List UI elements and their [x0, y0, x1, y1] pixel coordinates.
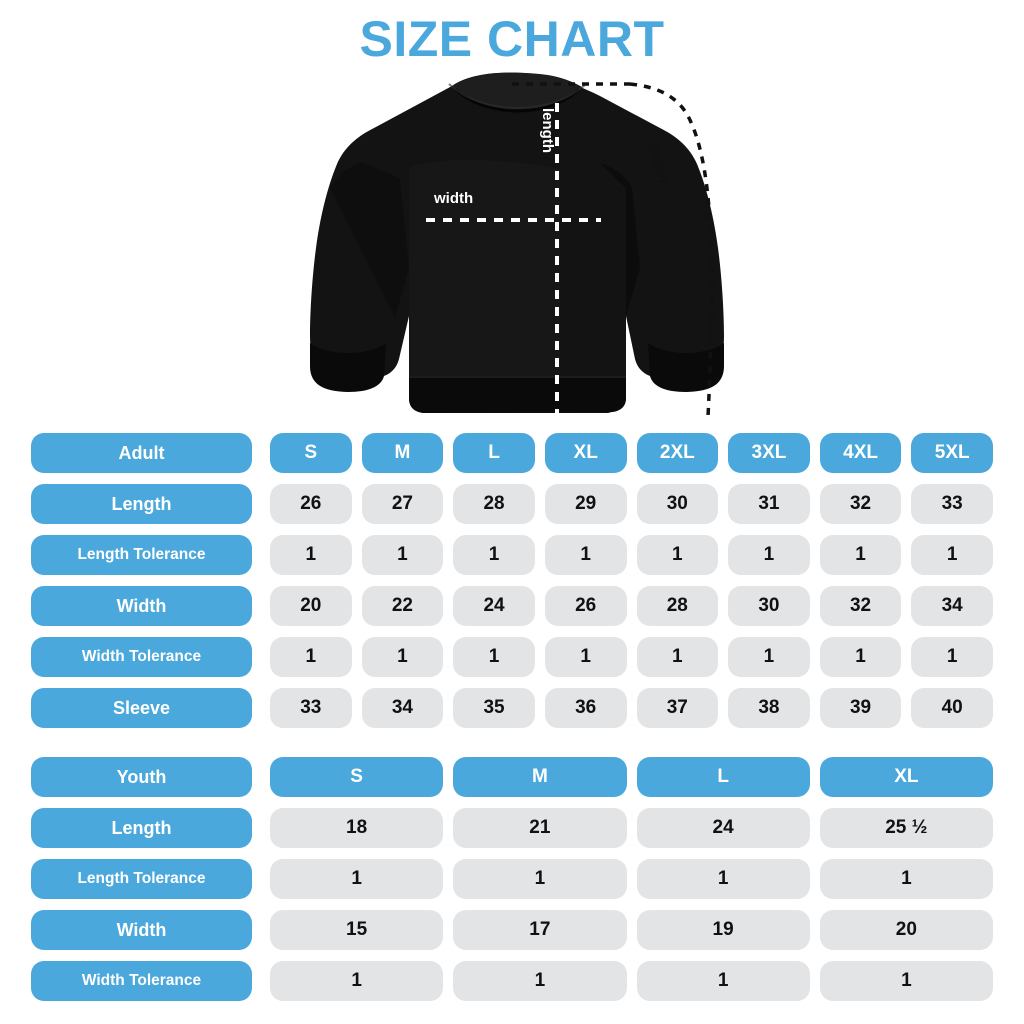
- row-label: Width: [31, 910, 252, 950]
- table-cell: 19: [636, 910, 810, 950]
- adult-size-header: XL: [544, 433, 627, 473]
- sleeve-dashed-curve: [629, 82, 714, 417]
- length-label: length: [539, 108, 556, 153]
- table-cell: 30: [636, 484, 719, 524]
- table-cell: 1: [270, 859, 444, 899]
- table-cell: 26: [270, 484, 352, 524]
- table-cell: 15: [270, 910, 444, 950]
- youth-header-row: Youth S M L XL: [31, 757, 993, 797]
- table-cell: 18: [270, 808, 444, 848]
- table-cell: 39: [819, 688, 902, 728]
- row-label: Length Tolerance: [31, 535, 252, 575]
- table-cell: 1: [728, 637, 810, 677]
- garment-illustration: length width sleeve: [0, 68, 1024, 433]
- table-cell: 40: [911, 688, 993, 728]
- table-row: Width Tolerance 1 1 1 1: [31, 961, 993, 1001]
- table-cell: 1: [911, 535, 993, 575]
- table-cell: 34: [911, 586, 993, 626]
- table-cell: 1: [636, 961, 810, 1001]
- table-cell: 24: [453, 586, 535, 626]
- adult-size-header: S: [270, 433, 352, 473]
- table-cell: 17: [453, 910, 627, 950]
- table-cell: 35: [453, 688, 535, 728]
- table-row: Length 18 21 24 25 ½: [31, 808, 993, 848]
- table-cell: 22: [361, 586, 444, 626]
- table-row: Width 20 22 24 26 28 30 32 34: [31, 586, 993, 626]
- table-cell: 25 ½: [819, 808, 993, 848]
- table-cell: 1: [636, 637, 719, 677]
- table-cell: 1: [270, 961, 444, 1001]
- table-cell: 26: [544, 586, 627, 626]
- table-cell: 38: [728, 688, 810, 728]
- row-label: Width Tolerance: [31, 961, 252, 1001]
- table-cell: 1: [819, 961, 993, 1001]
- table-cell: 1: [819, 535, 902, 575]
- table-cell: 36: [544, 688, 627, 728]
- table-cell: 1: [270, 535, 352, 575]
- youth-size-header: S: [270, 757, 444, 797]
- table-cell: 28: [636, 586, 719, 626]
- table-cell: 1: [636, 859, 810, 899]
- table-spacer: [0, 739, 1024, 757]
- adult-size-table: Adult S M L XL 2XL 3XL 4XL 5XL Length 26…: [0, 433, 1024, 728]
- table-cell: 37: [636, 688, 719, 728]
- row-label: Width Tolerance: [31, 637, 252, 677]
- table-cell: 30: [728, 586, 810, 626]
- table-cell: 1: [361, 535, 444, 575]
- table-cell: 1: [544, 535, 627, 575]
- row-label: Sleeve: [31, 688, 252, 728]
- table-row: Length Tolerance 1 1 1 1: [31, 859, 993, 899]
- table-cell: 1: [453, 961, 627, 1001]
- row-label: Width: [31, 586, 252, 626]
- adult-size-header: 5XL: [911, 433, 993, 473]
- table-cell: 27: [361, 484, 444, 524]
- table-cell: 24: [636, 808, 810, 848]
- table-cell: 1: [728, 535, 810, 575]
- table-cell: 33: [911, 484, 993, 524]
- table-cell: 1: [911, 637, 993, 677]
- youth-size-table: Youth S M L XL Length 18 21 24 25 ½ Leng…: [0, 757, 1024, 1001]
- row-label: Length Tolerance: [31, 859, 252, 899]
- table-cell: 31: [728, 484, 810, 524]
- table-cell: 32: [819, 484, 902, 524]
- table-cell: 33: [270, 688, 352, 728]
- table-row: Length 26 27 28 29 30 31 32 33: [31, 484, 993, 524]
- table-cell: 32: [819, 586, 902, 626]
- adult-table-label: Adult: [31, 433, 252, 473]
- adult-header-row: Adult S M L XL 2XL 3XL 4XL 5XL: [31, 433, 993, 473]
- table-cell: 20: [819, 910, 993, 950]
- youth-size-header: L: [636, 757, 810, 797]
- table-row: Width 15 17 19 20: [31, 910, 993, 950]
- table-cell: 29: [544, 484, 627, 524]
- page-title: SIZE CHART: [359, 11, 665, 67]
- table-cell: 1: [453, 535, 535, 575]
- table-cell: 34: [361, 688, 444, 728]
- table-row: Width Tolerance 1 1 1 1 1 1 1 1: [31, 637, 993, 677]
- table-cell: 20: [270, 586, 352, 626]
- width-label: width: [434, 190, 474, 207]
- table-cell: 1: [636, 535, 719, 575]
- adult-size-header: 2XL: [636, 433, 719, 473]
- table-row: Length Tolerance 1 1 1 1 1 1 1 1: [31, 535, 993, 575]
- youth-size-header: XL: [819, 757, 993, 797]
- table-row: Sleeve 33 34 35 36 37 38 39 40: [31, 688, 993, 728]
- table-cell: 1: [819, 859, 993, 899]
- youth-table-label: Youth: [31, 757, 252, 797]
- sweatshirt-drawing: [310, 72, 724, 417]
- table-cell: 1: [270, 637, 352, 677]
- adult-size-header: M: [361, 433, 444, 473]
- row-label: Length: [31, 808, 252, 848]
- table-cell: 1: [453, 859, 627, 899]
- table-cell: 28: [453, 484, 535, 524]
- table-cell: 21: [453, 808, 627, 848]
- row-label: Length: [31, 484, 252, 524]
- adult-size-header: L: [453, 433, 535, 473]
- adult-size-header: 4XL: [819, 433, 902, 473]
- adult-size-header: 3XL: [728, 433, 810, 473]
- table-cell: 1: [544, 637, 627, 677]
- table-cell: 1: [819, 637, 902, 677]
- table-cell: 1: [453, 637, 535, 677]
- table-cell: 1: [361, 637, 444, 677]
- youth-size-header: M: [453, 757, 627, 797]
